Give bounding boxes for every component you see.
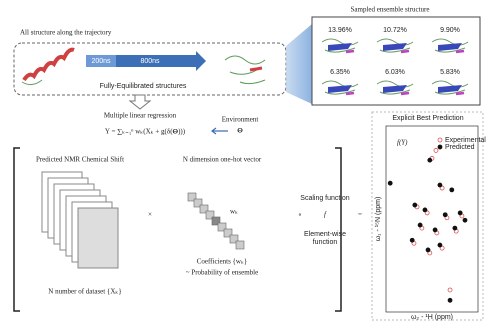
ensemble-helix [455,49,465,54]
ensemble-structure [431,80,469,95]
point [387,180,393,186]
point [439,245,445,251]
equals: = [358,211,362,219]
prob-label: ~ Probability of ensemble [186,269,258,277]
coil [21,79,43,86]
environment: Environment [222,116,259,124]
point [437,182,443,188]
time-label: 800ns [140,58,160,65]
structure-helix [249,66,263,72]
ensemble-percent: 5.83% [440,69,460,76]
vector-cell [223,228,233,238]
ensemble-helix [400,91,410,96]
ensemble-percent: 9.90% [440,27,460,34]
bracket [13,147,342,312]
timeline-arrow [196,51,206,71]
chart-frame [371,111,484,321]
scaling-desc: Element-wise [304,231,346,238]
ensemble-structure [321,80,359,95]
scaling-title: Scaling function [300,195,350,202]
formula: Y = ∑ₖ₌₁ⁿ wₖ(Xₖ + g(δ(𝚯))) [105,128,186,136]
ensemble-structure [376,38,414,53]
ensemble-sheet [328,43,352,51]
legend-label: Experimental [445,137,486,144]
plot-area [385,125,479,313]
ensemble-title: Sampled ensemble structure [351,6,430,14]
vector-cell [229,234,239,244]
ensemble-percent: 10.72% [383,27,407,34]
shift-label: N number of dataset {Xₖ} [48,288,121,296]
ensemble-structure [376,80,414,95]
point [452,225,458,231]
point [447,297,453,303]
point [412,202,418,208]
point [449,187,455,193]
vector-cell [187,192,197,202]
time-label: 200ns [91,58,111,65]
trajectory-label: Fully-Equilibrated structures [100,83,187,90]
point [409,237,415,243]
vector-title: N dimension one-hot vector [183,156,262,164]
timeline-start [86,55,116,67]
shift-title: Predicted NMR Chemical Shift [36,156,124,164]
ensemble-helix [455,91,465,96]
point [447,287,453,293]
down-arrow [128,94,152,110]
ensemble-structure [321,38,359,53]
ensemble-sheet [438,43,462,51]
trajectory-title: All structure along the trajectory [20,29,112,37]
legend-label: Predicted [445,144,475,151]
point [457,210,463,216]
point [437,242,443,248]
times: × [148,211,152,219]
ensemble-sheet [383,43,407,51]
ensemble-percent: 6.35% [330,69,350,76]
x-label: ω₂ - ¹H (ppm) [411,314,453,321]
regression-title: Multiple linear regression [104,112,177,120]
theta: 𝚯 [237,127,243,135]
point [442,212,448,218]
annotation: f(Y) [397,139,408,147]
coef-label: Coefficients {wₖ} [197,258,248,266]
weight: wₖ [230,208,238,216]
vector-cell [199,204,209,214]
one-hot-vector [187,192,245,250]
scaling-desc: function [313,239,338,246]
point [424,210,430,216]
compose: ∘ [298,211,302,219]
helix-structure [22,47,75,82]
vector-cell [205,210,215,220]
chart-title: Explicit Best Prediction [392,115,463,122]
point [425,247,431,253]
zoom-wedge [286,24,312,104]
legend-marker [437,144,443,150]
vector-cell [235,240,245,250]
scaling-f: f [324,211,327,219]
vector-cell [193,198,203,208]
point [417,222,423,228]
point [427,157,433,163]
legend-marker [437,137,443,143]
y-label: ω₁ - ¹⁵N (ppm) [375,197,382,242]
ensemble-percent: 13.96% [328,27,352,34]
ensemble-sheet [328,85,352,93]
ensemble-helix [400,49,410,54]
vector-cell [211,216,221,226]
ensemble-sheet [383,85,407,93]
point [462,217,468,223]
ensemble-helix [345,91,355,96]
ensemble-sheet [438,85,462,93]
ensemble-helix [345,49,355,54]
page-stack [41,171,119,269]
point [422,207,428,213]
point [433,148,439,153]
ensemble-percent: 6.03% [385,69,405,76]
env-arrow [211,127,228,135]
vector-cell [217,222,227,232]
point [439,185,445,191]
ensemble-structure [431,38,469,53]
point [432,227,438,233]
